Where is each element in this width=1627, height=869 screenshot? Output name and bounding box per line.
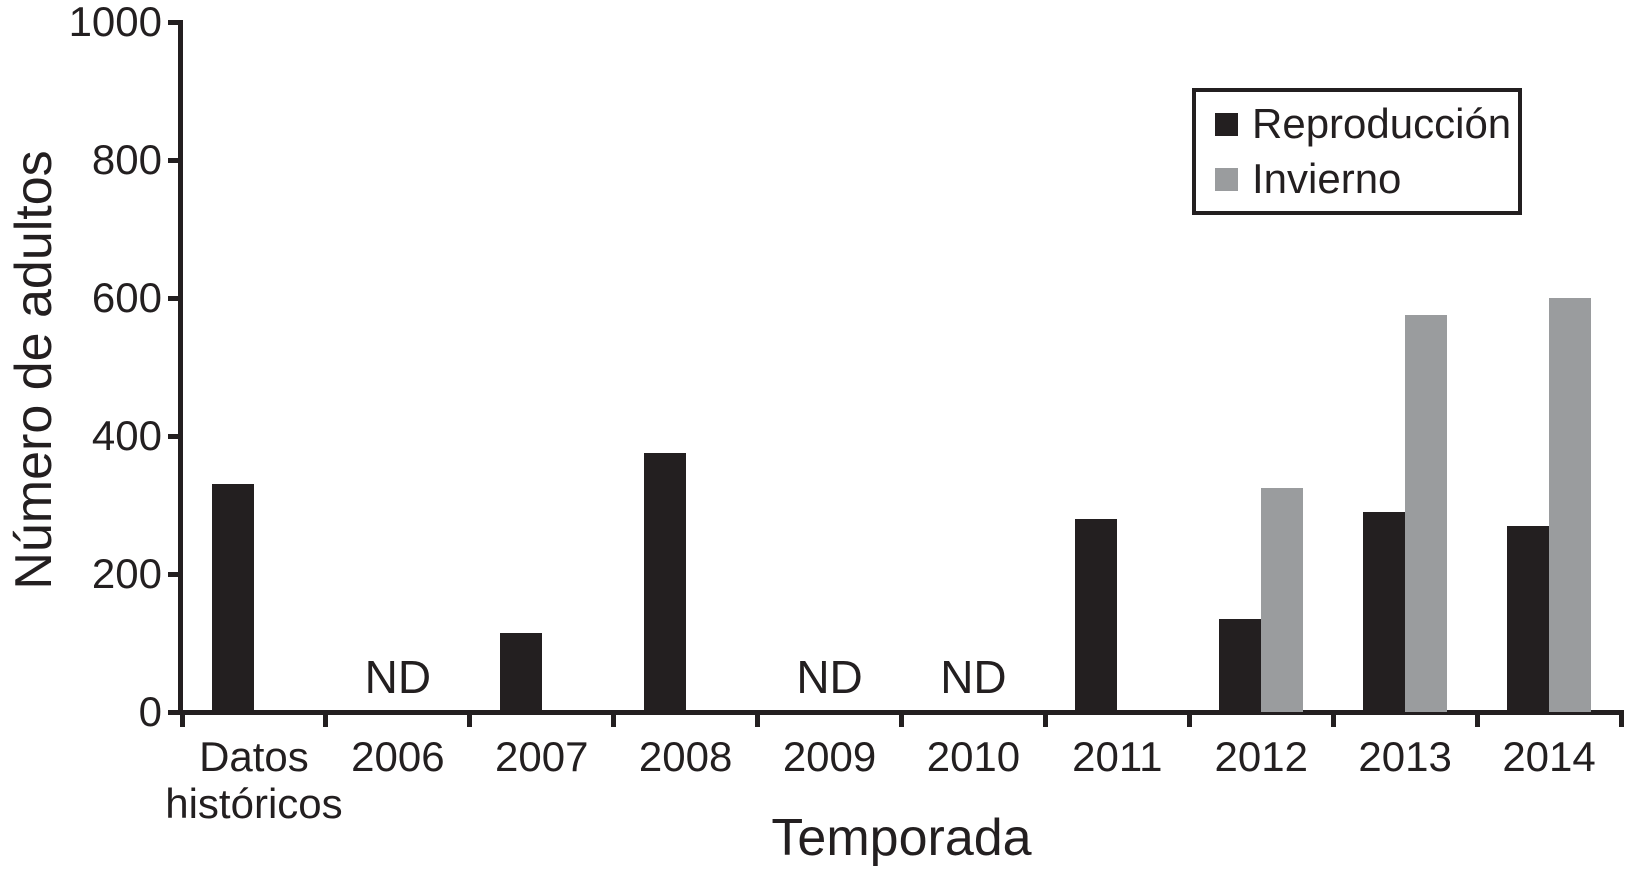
x-axis-title: Temporada — [771, 809, 1032, 867]
x-tick-label: Datos históricos — [165, 733, 343, 827]
bar-reproducci-n-2014 — [1507, 525, 1550, 712]
x-tick-label: 2014 — [1502, 733, 1596, 780]
x-tick-label: 2007 — [495, 733, 589, 780]
plot-area: ND ND ND — [182, 22, 1621, 712]
y-tick-mark — [168, 19, 182, 25]
bar-invierno-2012 — [1261, 487, 1304, 712]
no-data-label: ND — [796, 651, 863, 703]
legend-item-invierno: Invierno — [1215, 156, 1518, 202]
y-tick-mark — [168, 157, 182, 163]
y-axis-title: Número de adultos — [5, 150, 63, 590]
y-tick-mark — [168, 295, 182, 301]
x-tick-mark — [899, 712, 904, 727]
x-tick-mark — [1618, 712, 1624, 727]
legend-label: Reproducción — [1252, 100, 1512, 147]
y-tick-label: 400 — [91, 412, 162, 459]
y-tick-label: 200 — [91, 550, 162, 597]
bar-reproducci-n-2008 — [643, 453, 686, 712]
y-tick-label: 600 — [91, 274, 162, 321]
x-tick-mark — [1330, 712, 1336, 727]
x-tick-mark — [611, 712, 617, 727]
legend-label: Invierno — [1252, 155, 1402, 202]
legend: Reproducción Invierno — [1192, 88, 1522, 215]
bar-reproducci-n-2012 — [1219, 618, 1262, 712]
no-data-label: ND — [940, 651, 1007, 703]
x-tick-label: 2010 — [926, 733, 1021, 780]
legend-swatch-icon — [1215, 112, 1238, 136]
legend-swatch-icon — [1215, 167, 1238, 191]
y-tick-label: 1000 — [68, 0, 162, 45]
y-tick-label: 0 — [138, 688, 162, 735]
x-tick-mark — [755, 712, 761, 727]
bar-reproducci-n-2013 — [1363, 511, 1406, 712]
x-tick-mark — [1474, 712, 1480, 727]
y-tick-mark — [168, 709, 182, 715]
no-data-label: ND — [364, 651, 432, 703]
bar-invierno-2014 — [1549, 298, 1592, 712]
bar-reproducci-n-2007 — [499, 632, 542, 712]
x-tick-label: 2009 — [782, 733, 877, 780]
x-tick-mark — [1042, 712, 1048, 727]
x-tick-mark — [179, 712, 185, 727]
bar-invierno-2013 — [1405, 315, 1448, 712]
bar-reproducci-n-2011 — [1075, 518, 1118, 712]
x-tick-mark — [1186, 712, 1192, 727]
bar-reproducci-n-datos-hist-ricos — [211, 484, 254, 712]
y-axis-line — [178, 20, 183, 715]
y-tick-label: 800 — [91, 136, 162, 183]
y-tick-mark — [168, 571, 182, 577]
x-tick-label: 2011 — [1072, 733, 1163, 780]
x-tick-label: 2008 — [638, 733, 733, 780]
legend-item-reproducci-n: Reproducción — [1215, 101, 1518, 147]
x-tick-label: 2006 — [351, 733, 445, 780]
y-tick-mark — [168, 433, 182, 439]
x-tick-mark — [323, 712, 329, 727]
x-tick-mark — [467, 712, 473, 727]
x-tick-label: 2012 — [1214, 733, 1308, 780]
x-tick-label: 2013 — [1358, 733, 1452, 780]
